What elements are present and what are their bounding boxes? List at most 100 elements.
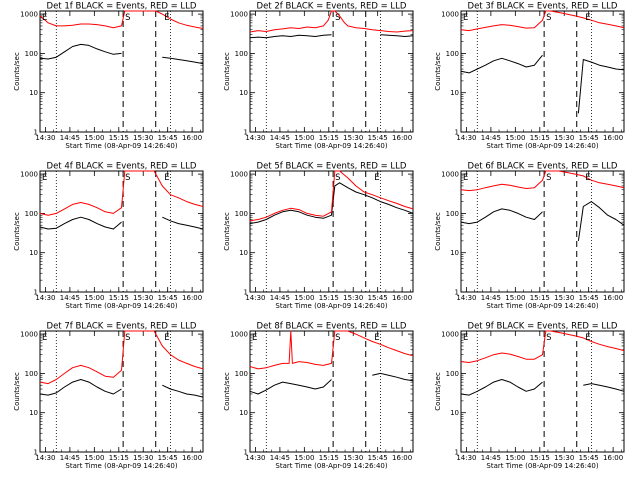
events-series [39,43,204,65]
x-axis-label: Start Time (08-Apr-09 14:26:40) [275,462,387,470]
marker-label: S [335,333,340,343]
x-tick-label: 15:15 [109,454,129,462]
marker-label: E [374,333,379,343]
x-tick-label: 14:30 [245,454,265,462]
x-tick-label: 15:15 [319,454,339,462]
panel-title: Det 4f BLACK = Events, RED = LLD [47,162,197,172]
panel-title: Det 3f BLACK = Events, RED = LLD [468,2,618,12]
marker-label: E [374,173,379,183]
panel-1: Det 1f BLACK = Events, RED = LLD 1 10 100 10… [13,2,204,150]
events-series [39,216,204,230]
x-tick-label: 15:45 [579,454,599,462]
x-tick-label: 15:30 [133,134,153,142]
panel-8: Det 8f BLACK = Events, RED = LLD 1 10 100 10… [223,322,414,470]
panel-title: Det 9f BLACK = Events, RED = LLD [468,322,618,332]
y-tick-label: 1000 [441,331,459,339]
x-tick-label: 15:45 [368,454,388,462]
events-series [460,379,625,396]
x-tick-label: 14:30 [456,134,476,142]
y-tick-label: 1 [455,449,459,457]
panel-6: Det 6f BLACK = Events, RED = LLD 1 10 100 10… [434,162,625,310]
marker-label: S [335,173,340,183]
marker-label: E [585,13,590,23]
y-tick-label: 1000 [20,331,38,339]
events-series [249,34,414,39]
events-series [249,182,414,225]
x-tick-label: 16:00 [603,294,623,302]
panel-5: Det 5f BLACK = Events, RED = LLD 1 10 100 10… [223,162,414,310]
x-tick-label: 16:00 [603,134,623,142]
plot-frame [39,330,204,453]
marker-label: S [125,333,130,343]
x-tick-label: 16:00 [182,134,202,142]
x-axis-label: Start Time (08-Apr-09 14:26:40) [275,142,387,150]
x-tick-label: 15:00 [294,454,314,462]
x-tick-label: 15:45 [158,454,178,462]
y-axis-label: Counts/sec [434,212,442,251]
y-tick-label: 100 [235,210,248,218]
lld-series [460,170,625,192]
x-tick-label: 15:45 [579,134,599,142]
y-tick-label: 1000 [20,171,38,179]
y-tick-label: 100 [235,50,248,58]
panel-title: Det 5f BLACK = Events, RED = LLD [257,162,407,172]
x-tick-label: 15:00 [505,294,525,302]
x-tick-label: 14:30 [245,134,265,142]
y-tick-label: 1000 [230,171,248,179]
y-tick-label: 1000 [20,11,38,19]
y-tick-label: 1000 [441,171,459,179]
panel-7: Det 7f BLACK = Events, RED = LLD 1 10 100 10… [13,322,204,470]
lld-series [460,330,625,363]
plot-frame [39,170,204,293]
marker-label: E [42,173,47,183]
plot-frame [249,10,414,133]
x-tick-label: 15:45 [158,134,178,142]
y-tick-label: 100 [446,50,459,58]
marker-label: E [252,333,257,343]
y-tick-label: 1000 [230,331,248,339]
y-tick-label: 1 [34,289,38,297]
events-series [460,54,625,114]
x-tick-label: 16:00 [392,134,412,142]
x-tick-label: 14:30 [35,454,55,462]
x-axis-label: Start Time (08-Apr-09 14:26:40) [65,142,177,150]
x-tick-label: 15:15 [319,134,339,142]
y-tick-label: 1 [244,449,248,457]
marker-label: E [463,173,468,183]
y-axis-label: Counts/sec [223,212,231,251]
x-tick-label: 15:00 [294,294,314,302]
x-tick-label: 14:45 [270,294,290,302]
x-tick-label: 14:45 [60,134,80,142]
y-tick-label: 100 [25,370,38,378]
lld-series [39,330,204,385]
y-tick-label: 10 [450,249,459,257]
y-tick-label: 10 [239,89,248,97]
events-series [249,372,414,395]
y-axis-label: Counts/sec [434,372,442,411]
marker-label: E [463,13,468,23]
y-tick-label: 1000 [230,11,248,19]
panel-2: Det 2f BLACK = Events, RED = LLD 1 10 100 10… [223,2,414,150]
events-series [39,379,204,398]
lld-series [249,330,414,370]
plot-frame [39,10,204,133]
y-tick-label: 100 [446,370,459,378]
y-axis-label: Counts/sec [223,52,231,91]
x-tick-label: 14:45 [60,294,80,302]
panel-title: Det 2f BLACK = Events, RED = LLD [257,2,407,12]
marker-label: E [164,173,169,183]
lld-series [460,10,625,32]
x-tick-label: 15:45 [158,294,178,302]
x-tick-label: 15:30 [343,454,363,462]
x-tick-label: 14:45 [481,454,501,462]
x-tick-label: 14:45 [270,454,290,462]
x-tick-label: 16:00 [603,454,623,462]
x-tick-label: 14:30 [245,294,265,302]
y-tick-label: 1 [244,129,248,137]
x-axis-label: Start Time (08-Apr-09 14:26:40) [486,302,598,310]
marker-label: E [585,333,590,343]
plot-frame [460,330,625,453]
marker-label: S [546,173,551,183]
y-axis-label: Counts/sec [13,212,21,251]
y-tick-label: 10 [450,89,459,97]
